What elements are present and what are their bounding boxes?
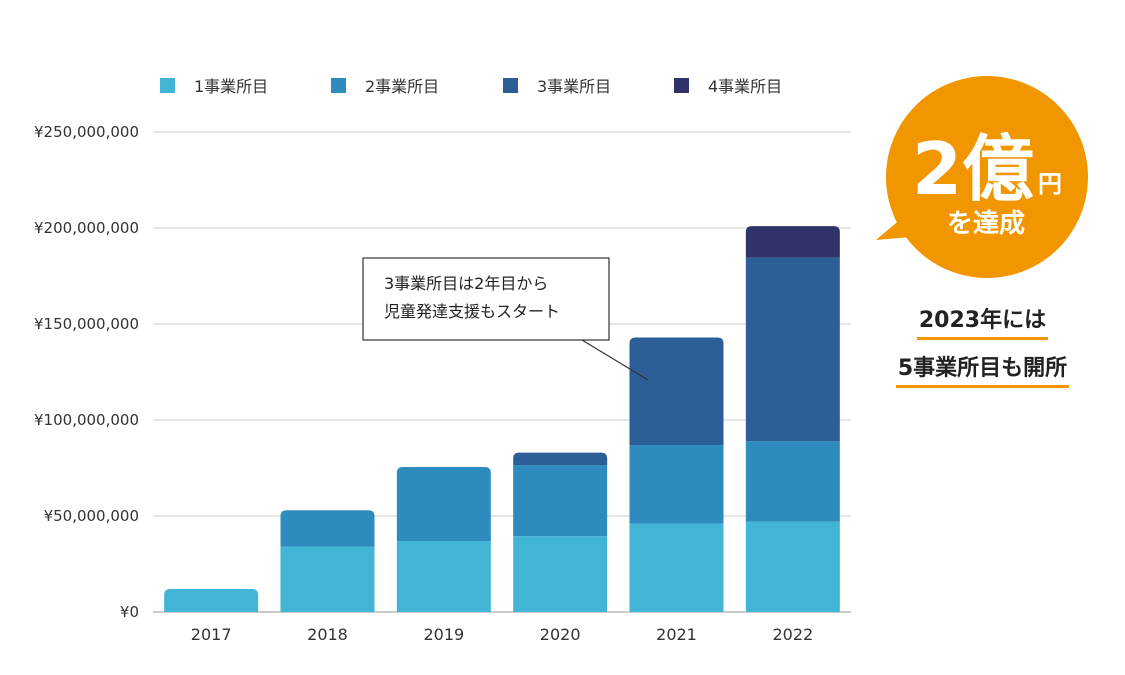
legend-label: 2事業所目 [365, 77, 439, 96]
annotation-line-1: 3事業所目は2年目から [384, 274, 548, 293]
y-tick-label: ¥150,000,000 [34, 315, 139, 333]
x-tick-label: 2018 [307, 625, 348, 644]
grid-lines [153, 131, 851, 613]
bar-segment-2019 [396, 467, 491, 541]
x-tick-label: 2019 [423, 625, 464, 644]
y-tick-label: ¥200,000,000 [34, 219, 139, 237]
y-tick-label: ¥250,000,000 [34, 123, 139, 141]
legend-label: 3事業所目 [537, 77, 611, 96]
legend-swatch [503, 78, 518, 93]
badge-unit-text: 円 [1038, 170, 1062, 198]
bar-segment-2020 [513, 536, 608, 612]
legend-label: 4事業所目 [708, 77, 782, 96]
y-tick-label: ¥0 [120, 603, 139, 621]
bar-segment-2021 [629, 337, 724, 445]
future-note: 2023年には 5事業所目も開所 [860, 298, 1105, 394]
y-tick-label: ¥50,000,000 [44, 507, 139, 525]
bars [164, 226, 840, 612]
legend-swatch [674, 78, 689, 93]
legend: 1事業所目 2事業所目 3事業所目 4事業所目 [160, 77, 782, 96]
bar-segment-2022 [745, 257, 840, 442]
annotation: 3事業所目は2年目から 児童発達支援もスタート [362, 257, 649, 381]
bar-segment-2017 [164, 588, 259, 612]
x-tick-label: 2017 [191, 625, 232, 644]
future-note-line-1: 2023年には [916, 300, 1049, 340]
x-tick-label: 2022 [772, 625, 813, 644]
legend-label: 1事業所目 [194, 77, 268, 96]
bar-segment-2022 [745, 521, 840, 612]
annotation-pointer [581, 339, 649, 381]
x-tick-label: 2021 [656, 625, 697, 644]
x-axis-category-labels: 2017 2018 2019 2020 2021 2022 [191, 625, 813, 644]
legend-swatch [160, 78, 175, 93]
x-tick-label: 2020 [540, 625, 581, 644]
bar-segment-2022 [745, 226, 840, 258]
badge-big-text: 2億 [912, 127, 1034, 211]
y-axis-tick-labels: ¥0 ¥50,000,000 ¥100,000,000 ¥150,000,000 ¥20… [34, 123, 139, 621]
bar-segment-2021 [629, 523, 724, 612]
bar-segment-2020 [513, 452, 608, 466]
legend-swatch [331, 78, 346, 93]
bar-segment-2019 [396, 540, 491, 612]
bar-segment-2022 [745, 441, 840, 522]
bar-segment-2018 [280, 546, 375, 612]
bar-segment-2021 [629, 444, 724, 524]
achievement-badge: 2億 円 を達成 [876, 76, 1088, 278]
badge-sub-text: を達成 [947, 209, 1025, 239]
badge-circle [886, 76, 1088, 278]
y-tick-label: ¥100,000,000 [34, 411, 139, 429]
bar-segment-2020 [513, 465, 608, 537]
annotation-box [362, 257, 610, 341]
annotation-line-2: 児童発達支援もスタート [384, 302, 560, 321]
bar-segment-2018 [280, 510, 375, 547]
future-note-line-2: 5事業所目も開所 [895, 348, 1070, 388]
